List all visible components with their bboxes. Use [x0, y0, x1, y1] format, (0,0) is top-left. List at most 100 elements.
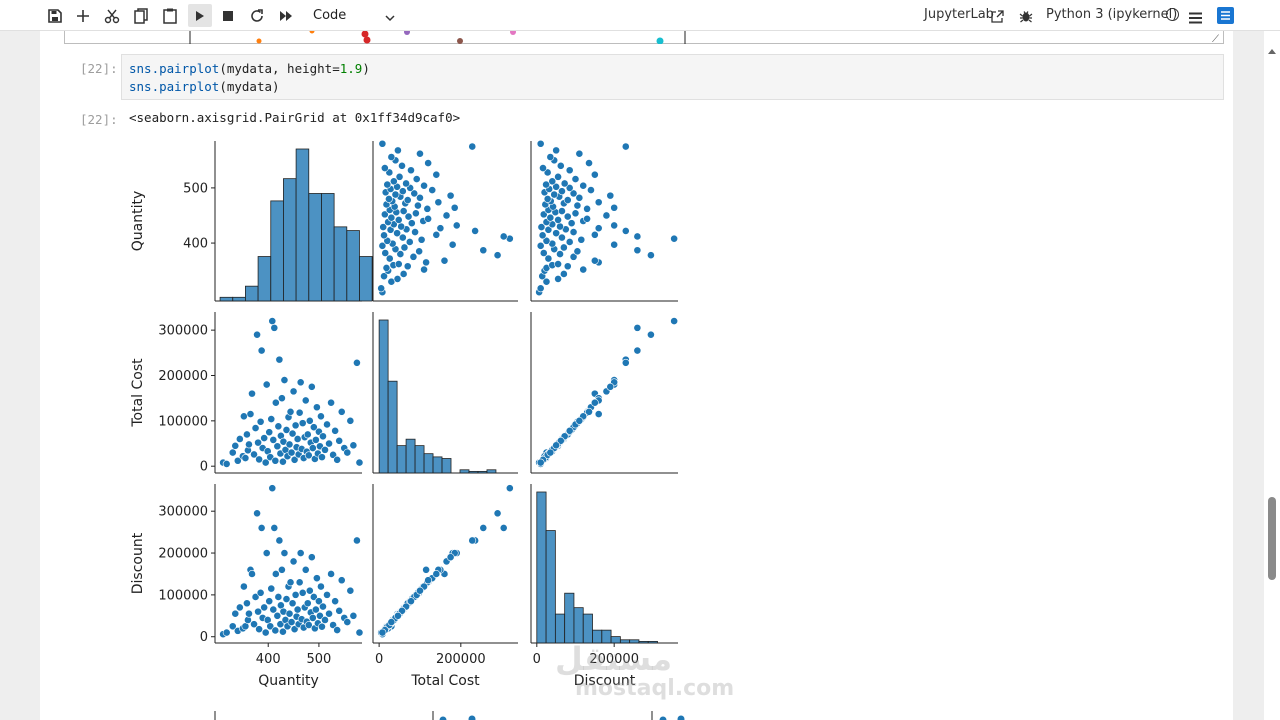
scatter-point [579, 265, 588, 274]
scatter-point [275, 536, 284, 545]
scatter-point [266, 622, 275, 631]
scatter-point [270, 524, 279, 532]
scatter-point [542, 236, 551, 245]
jupyterlab-link[interactable]: JupyterLab [924, 7, 994, 22]
scatter-point [585, 159, 593, 167]
scatter-point [536, 284, 545, 293]
scatter-point [331, 597, 340, 606]
code-line-1: sns.pairplot(mydata, height=1.9) [129, 61, 370, 76]
scatter-point [558, 187, 566, 196]
scatter-point [268, 484, 277, 493]
scroll-up-icon[interactable] [1268, 39, 1276, 58]
code-cell-editor[interactable]: sns.pairplot(mydata, height=1.9) sns.pai… [121, 54, 1224, 100]
scatter-point [231, 609, 240, 618]
scatter-point [621, 358, 630, 367]
scatter-point [411, 209, 420, 218]
add-cell-icon[interactable] [71, 4, 95, 27]
toc-icon[interactable] [1217, 7, 1234, 28]
scatter-point [398, 233, 407, 242]
y-axis-label-quantity: Quantity [130, 191, 146, 252]
scatter-point [552, 441, 561, 450]
cut-icon[interactable] [100, 4, 124, 27]
scatter-point [287, 448, 296, 457]
scatter-point [544, 254, 553, 263]
scatter-point [493, 509, 502, 518]
y-axis-label-discount: Discount [130, 532, 146, 594]
scatter-point [647, 251, 655, 260]
kernel-name[interactable]: Python 3 (ipykernel) [1046, 7, 1178, 22]
scatter-point [273, 442, 282, 451]
scatter-point [571, 175, 580, 183]
scroll-thumb[interactable] [1268, 497, 1276, 580]
save-icon[interactable] [43, 4, 67, 27]
scatter-point [353, 536, 361, 545]
scatter-point [548, 177, 557, 186]
scatter-point [335, 436, 344, 445]
scatter-point [610, 240, 619, 249]
histogram-bar [346, 230, 360, 302]
scatter-point [452, 221, 461, 230]
scatter-point [319, 432, 327, 441]
scatter-point [537, 223, 546, 231]
scatter-point [287, 618, 296, 626]
histogram-bar [619, 639, 631, 644]
cell-type-dropdown[interactable]: Code [305, 4, 400, 27]
scrollbar[interactable] [1264, 31, 1280, 720]
scatter-point [394, 611, 402, 620]
restart-icon[interactable] [245, 4, 269, 27]
menu-icon[interactable] [1189, 9, 1202, 28]
scatter-point [556, 436, 565, 445]
scatter-point [387, 153, 396, 161]
stop-icon[interactable] [216, 4, 240, 27]
histogram-bar [232, 296, 246, 302]
histogram-bar [414, 445, 425, 474]
kernel-status-icon [1166, 8, 1179, 21]
resize-handle-icon[interactable]: ⟋ [1212, 34, 1219, 45]
histogram-bar [486, 469, 497, 474]
scatter-point [575, 416, 584, 425]
scatter-point [305, 586, 314, 595]
scatter-point [383, 180, 392, 189]
cell-type-label: Code [313, 8, 347, 23]
scatter-point [293, 435, 302, 443]
scatter-point [414, 201, 422, 210]
scatter-point [289, 387, 298, 396]
scatter-point [222, 628, 231, 637]
scatter-point [440, 256, 449, 265]
copy-icon[interactable] [129, 4, 153, 27]
x-tick-label: 200000 [436, 652, 486, 667]
scatter-point [312, 403, 321, 412]
next-plot-point [659, 716, 667, 720]
scatter-point [610, 203, 619, 212]
previous-output-area: ⟋ [64, 31, 1224, 45]
scatter-point [323, 420, 331, 429]
run-all-icon[interactable] [274, 4, 298, 27]
histogram-bar [219, 296, 234, 302]
scatter-point [290, 625, 299, 634]
scatter-point [432, 230, 441, 239]
scatter-point [282, 426, 291, 434]
scatter-point [563, 196, 572, 204]
scatter-point [385, 254, 394, 263]
run-icon[interactable] [188, 4, 212, 27]
scatter-point [298, 419, 307, 428]
scatter-point [257, 346, 266, 355]
scatter-point [251, 593, 260, 601]
paste-icon[interactable] [158, 4, 182, 27]
scatter-point [573, 201, 582, 210]
next-plot-point [677, 715, 685, 720]
scatter-point [274, 422, 283, 431]
scatter-point [305, 416, 314, 425]
scatter-point [378, 628, 387, 637]
scatter-point [260, 434, 269, 442]
scatter-point [296, 378, 305, 387]
scatter-point [400, 243, 409, 252]
scatter-point [583, 204, 591, 213]
scatter-point [222, 460, 231, 468]
scatter-point [468, 536, 477, 545]
scatter-point [424, 214, 433, 223]
scatter-point [587, 186, 595, 195]
scatter-point [295, 408, 304, 417]
external-link-icon[interactable] [991, 8, 1004, 27]
bug-icon[interactable] [1019, 8, 1033, 27]
